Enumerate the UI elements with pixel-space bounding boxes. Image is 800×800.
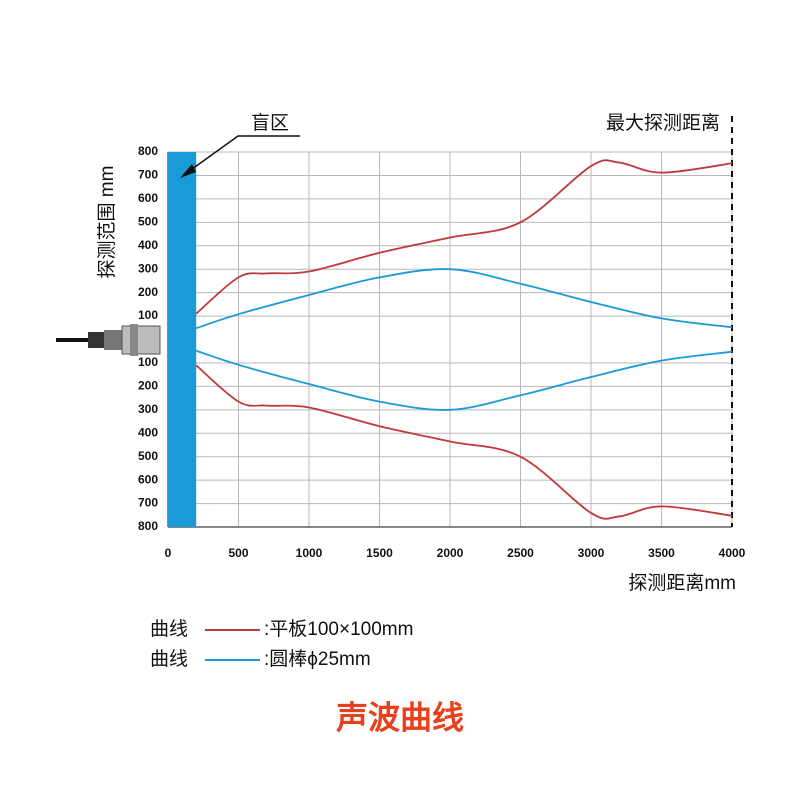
- grid: 800 700 600 500 400 300 200 100 100 200 300 400 500 6…: [138, 144, 746, 560]
- x-tick-label: 4000: [719, 546, 746, 560]
- y-tick-label: 100: [138, 355, 158, 369]
- chart-title: 声波曲线: [336, 699, 464, 735]
- sensor-plug: [88, 332, 104, 348]
- x-tick-label: 500: [228, 546, 248, 560]
- marks: [195, 116, 733, 527]
- sensor-body: [104, 330, 122, 350]
- x-tick-label: 3500: [648, 546, 675, 560]
- y-tick-label: 200: [138, 285, 158, 299]
- x-tick-label: 1000: [296, 546, 323, 560]
- y-tick-label: 500: [138, 214, 158, 228]
- legend-prefix: 曲线: [150, 618, 188, 640]
- series-line: [195, 159, 733, 315]
- series-line: [195, 349, 733, 411]
- blind-zone: [168, 152, 197, 527]
- legend-prefix: 曲线: [150, 648, 188, 670]
- series-line: [195, 268, 733, 330]
- x-tick-label: 1500: [366, 546, 393, 560]
- legend: 曲线 :平板100×100mm 曲线 :圆棒ϕ25mm: [150, 618, 413, 670]
- y-tick-label: 800: [138, 144, 158, 158]
- x-tick-label: 3000: [578, 546, 605, 560]
- y-tick-label: 300: [138, 261, 158, 275]
- y-tick-label: 400: [138, 238, 158, 252]
- y-tick-label: 700: [138, 168, 158, 182]
- series-line: [195, 364, 733, 520]
- blind-zone-layer: [168, 152, 197, 527]
- blind-zone-pointer: [187, 135, 300, 173]
- sensor-icon: [56, 324, 161, 356]
- y-tick-label: 400: [138, 425, 158, 439]
- legend-label: :平板100×100mm: [264, 618, 413, 640]
- pointer-arrowhead: [180, 164, 196, 178]
- legend-label: :圆棒ϕ25mm: [264, 648, 371, 670]
- x-tick-label: 2000: [437, 546, 464, 560]
- y-tick-label: 800: [138, 519, 158, 533]
- y-axis-title: 探测范围 mm: [96, 166, 118, 279]
- y-tick-label: 500: [138, 449, 158, 463]
- sensor-nut: [130, 324, 138, 356]
- y-tick-label: 600: [138, 472, 158, 486]
- y-tick-label: 600: [138, 191, 158, 205]
- x-axis-title: 探测距离mm: [628, 572, 736, 594]
- x-tick-label: 0: [165, 546, 172, 560]
- x-tick-label: 2500: [507, 546, 534, 560]
- y-tick-label: 200: [138, 379, 158, 393]
- y-tick-label: 100: [138, 308, 158, 322]
- y-tick-label: 700: [138, 496, 158, 510]
- sensor-thread: [121, 325, 161, 355]
- max-distance-label: 最大探测距离: [606, 112, 720, 134]
- blind-zone-label: 盲区: [251, 112, 289, 134]
- y-tick-label: 300: [138, 402, 158, 416]
